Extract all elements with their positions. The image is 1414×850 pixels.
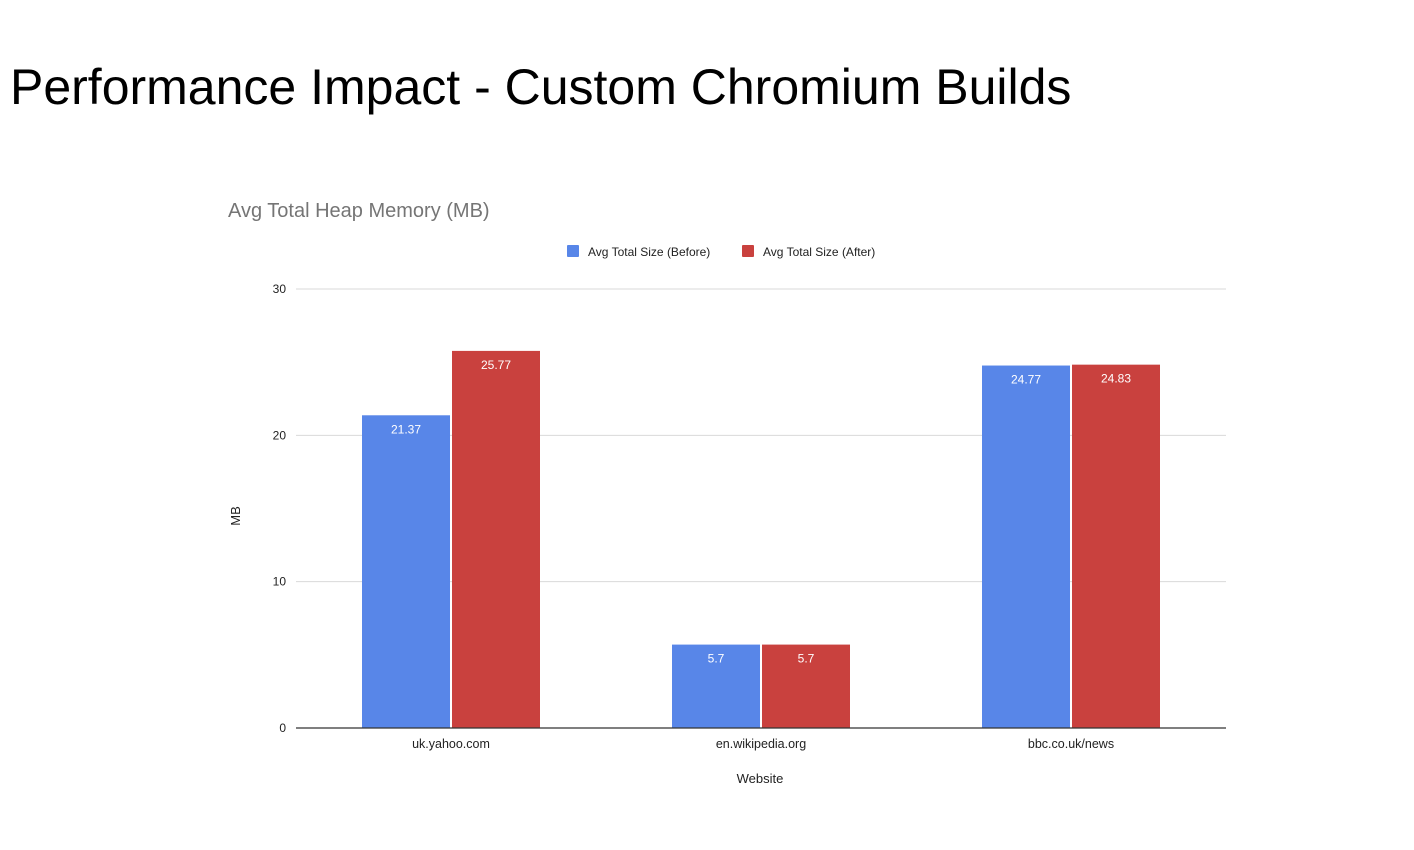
x-axis-categories: uk.yahoo.com en.wikipedia.org bbc.co.uk/ne… — [412, 737, 1114, 751]
bar-after — [762, 644, 850, 728]
x-category-label: en.wikipedia.org — [716, 737, 806, 751]
y-tick-label: 30 — [273, 282, 287, 296]
y-tick-label: 0 — [279, 721, 286, 735]
bar-value-label: 24.77 — [1011, 373, 1041, 387]
bar-value-label: 21.37 — [391, 422, 421, 436]
bar-value-label: 24.83 — [1101, 372, 1131, 386]
bar-after — [1072, 364, 1160, 728]
legend-swatch — [742, 245, 754, 257]
bar-value-label: 5.7 — [708, 652, 725, 666]
slide-title: Performance Impact - Custom Chromium Bui… — [10, 59, 1072, 115]
legend-swatch — [567, 245, 579, 257]
bars — [362, 350, 1160, 728]
bar-before — [982, 365, 1070, 728]
bar-before — [672, 644, 760, 728]
y-tick-label: 20 — [273, 428, 287, 442]
x-category-label: uk.yahoo.com — [412, 737, 490, 751]
y-axis-title: MB — [228, 506, 243, 526]
chart-legend: Avg Total Size (Before) Avg Total Size (A… — [567, 245, 875, 259]
y-tick-label: 10 — [273, 575, 287, 589]
bar-before — [362, 415, 450, 728]
bar-after — [452, 350, 540, 728]
legend-label: Avg Total Size (Before) — [588, 245, 710, 259]
chart-title: Avg Total Heap Memory (MB) — [228, 200, 490, 222]
legend-label: Avg Total Size (After) — [763, 245, 875, 259]
x-axis-title: Website — [737, 771, 784, 786]
y-axis-ticks: 0 10 20 30 — [273, 282, 287, 735]
x-category-label: bbc.co.uk/news — [1028, 737, 1114, 751]
bar-value-label: 5.7 — [798, 652, 815, 666]
gridlines — [296, 288, 1226, 583]
bar-value-label: 25.77 — [481, 358, 511, 372]
data-labels: 21.37 25.77 5.7 5.7 24.77 24.83 — [391, 358, 1131, 666]
